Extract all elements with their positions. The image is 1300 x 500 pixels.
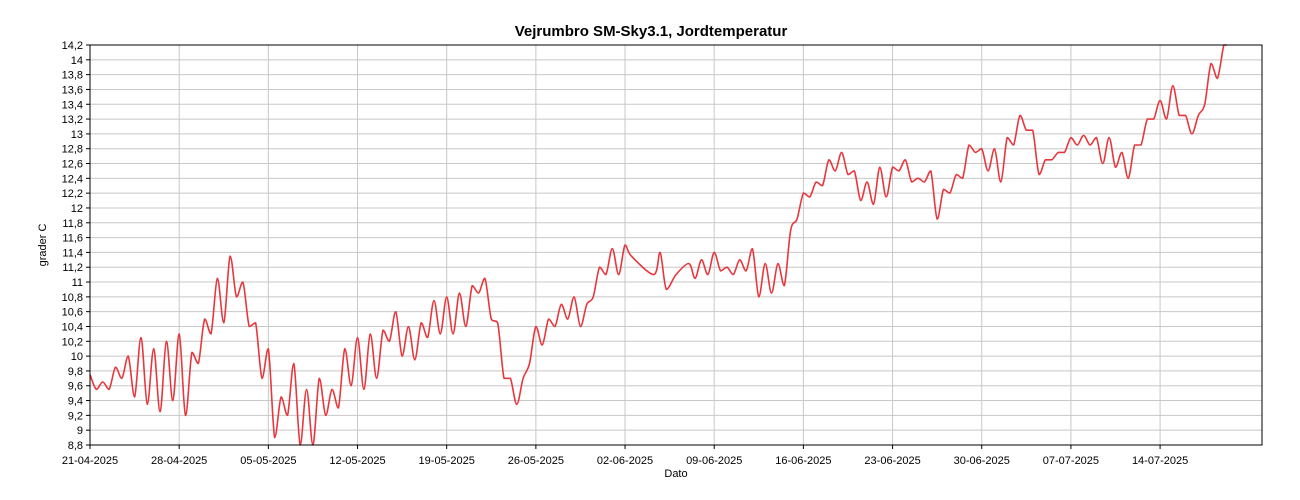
y-tick-label: 10,8 — [62, 292, 83, 304]
y-tick-label: 10,4 — [62, 321, 83, 333]
y-tick-label: 14,2 — [62, 40, 83, 52]
x-tick-label: 16-06-2025 — [775, 455, 831, 467]
y-tick-label: 13,8 — [62, 70, 83, 82]
y-tick-label: 8,8 — [68, 440, 83, 452]
x-tick-label: 12-05-2025 — [329, 455, 385, 467]
x-tick-label: 26-05-2025 — [508, 455, 564, 467]
x-tick-label: 30-06-2025 — [954, 455, 1010, 467]
y-tick-label: 13,2 — [62, 114, 83, 126]
y-tick-label: 9,8 — [68, 366, 83, 378]
y-tick-label: 10,6 — [62, 307, 83, 319]
x-tick-label: 23-06-2025 — [864, 455, 920, 467]
plot-frame — [89, 44, 1263, 446]
y-axis-label: grader C — [37, 224, 49, 267]
x-tick-label: 28-04-2025 — [151, 455, 207, 467]
y-tick-label: 14 — [71, 55, 83, 67]
y-tick-label: 12 — [71, 203, 83, 215]
x-tick-label: 05-05-2025 — [240, 455, 296, 467]
chart-title: Vejrumbro SM-Sky3.1, Jordtemperatur — [515, 23, 788, 40]
x-tick-label: 14-07-2025 — [1132, 455, 1188, 467]
grid — [90, 44, 1262, 446]
y-tick-label: 12,4 — [62, 173, 83, 185]
x-tick-label: 19-05-2025 — [419, 455, 475, 467]
x-tick-label: 21-04-2025 — [62, 455, 118, 467]
y-tick-label: 12,6 — [62, 159, 83, 171]
x-tick-label: 09-06-2025 — [686, 455, 742, 467]
y-tick-label: 10 — [71, 351, 83, 363]
y-tick-label: 11,2 — [62, 262, 83, 274]
x-axis-ticks: 21-04-2025 28-04-2025 05-05-2025 12-05-2025… — [62, 445, 1188, 467]
y-tick-label: 9 — [77, 425, 83, 437]
y-tick-label: 9,4 — [68, 396, 83, 408]
x-tick-label: 02-06-2025 — [597, 455, 653, 467]
y-tick-label: 10,2 — [62, 336, 83, 348]
y-tick-label: 13 — [71, 129, 83, 141]
y-tick-label: 11 — [72, 277, 83, 289]
x-axis-label: Dato — [664, 468, 687, 480]
y-tick-label: 13,6 — [62, 84, 83, 96]
series-line-0 — [89, 44, 1227, 446]
x-tick-label: 07-07-2025 — [1043, 455, 1099, 467]
y-axis-ticks: 8,8 9 9,2 9,4 9,6 9,8 10 10,2 10,4 10,6 10,8 11 11,2… — [62, 40, 90, 452]
y-tick-label: 11,4 — [62, 247, 83, 259]
y-tick-label: 9,6 — [68, 381, 83, 393]
y-tick-label: 11,6 — [62, 233, 83, 245]
y-tick-label: 12,2 — [62, 188, 83, 200]
series-layer — [89, 44, 1227, 446]
y-tick-label: 13,4 — [62, 99, 83, 111]
y-tick-label: 9,2 — [68, 410, 83, 422]
y-tick-label: 11,8 — [62, 218, 83, 230]
y-tick-label: 12,8 — [62, 144, 83, 156]
